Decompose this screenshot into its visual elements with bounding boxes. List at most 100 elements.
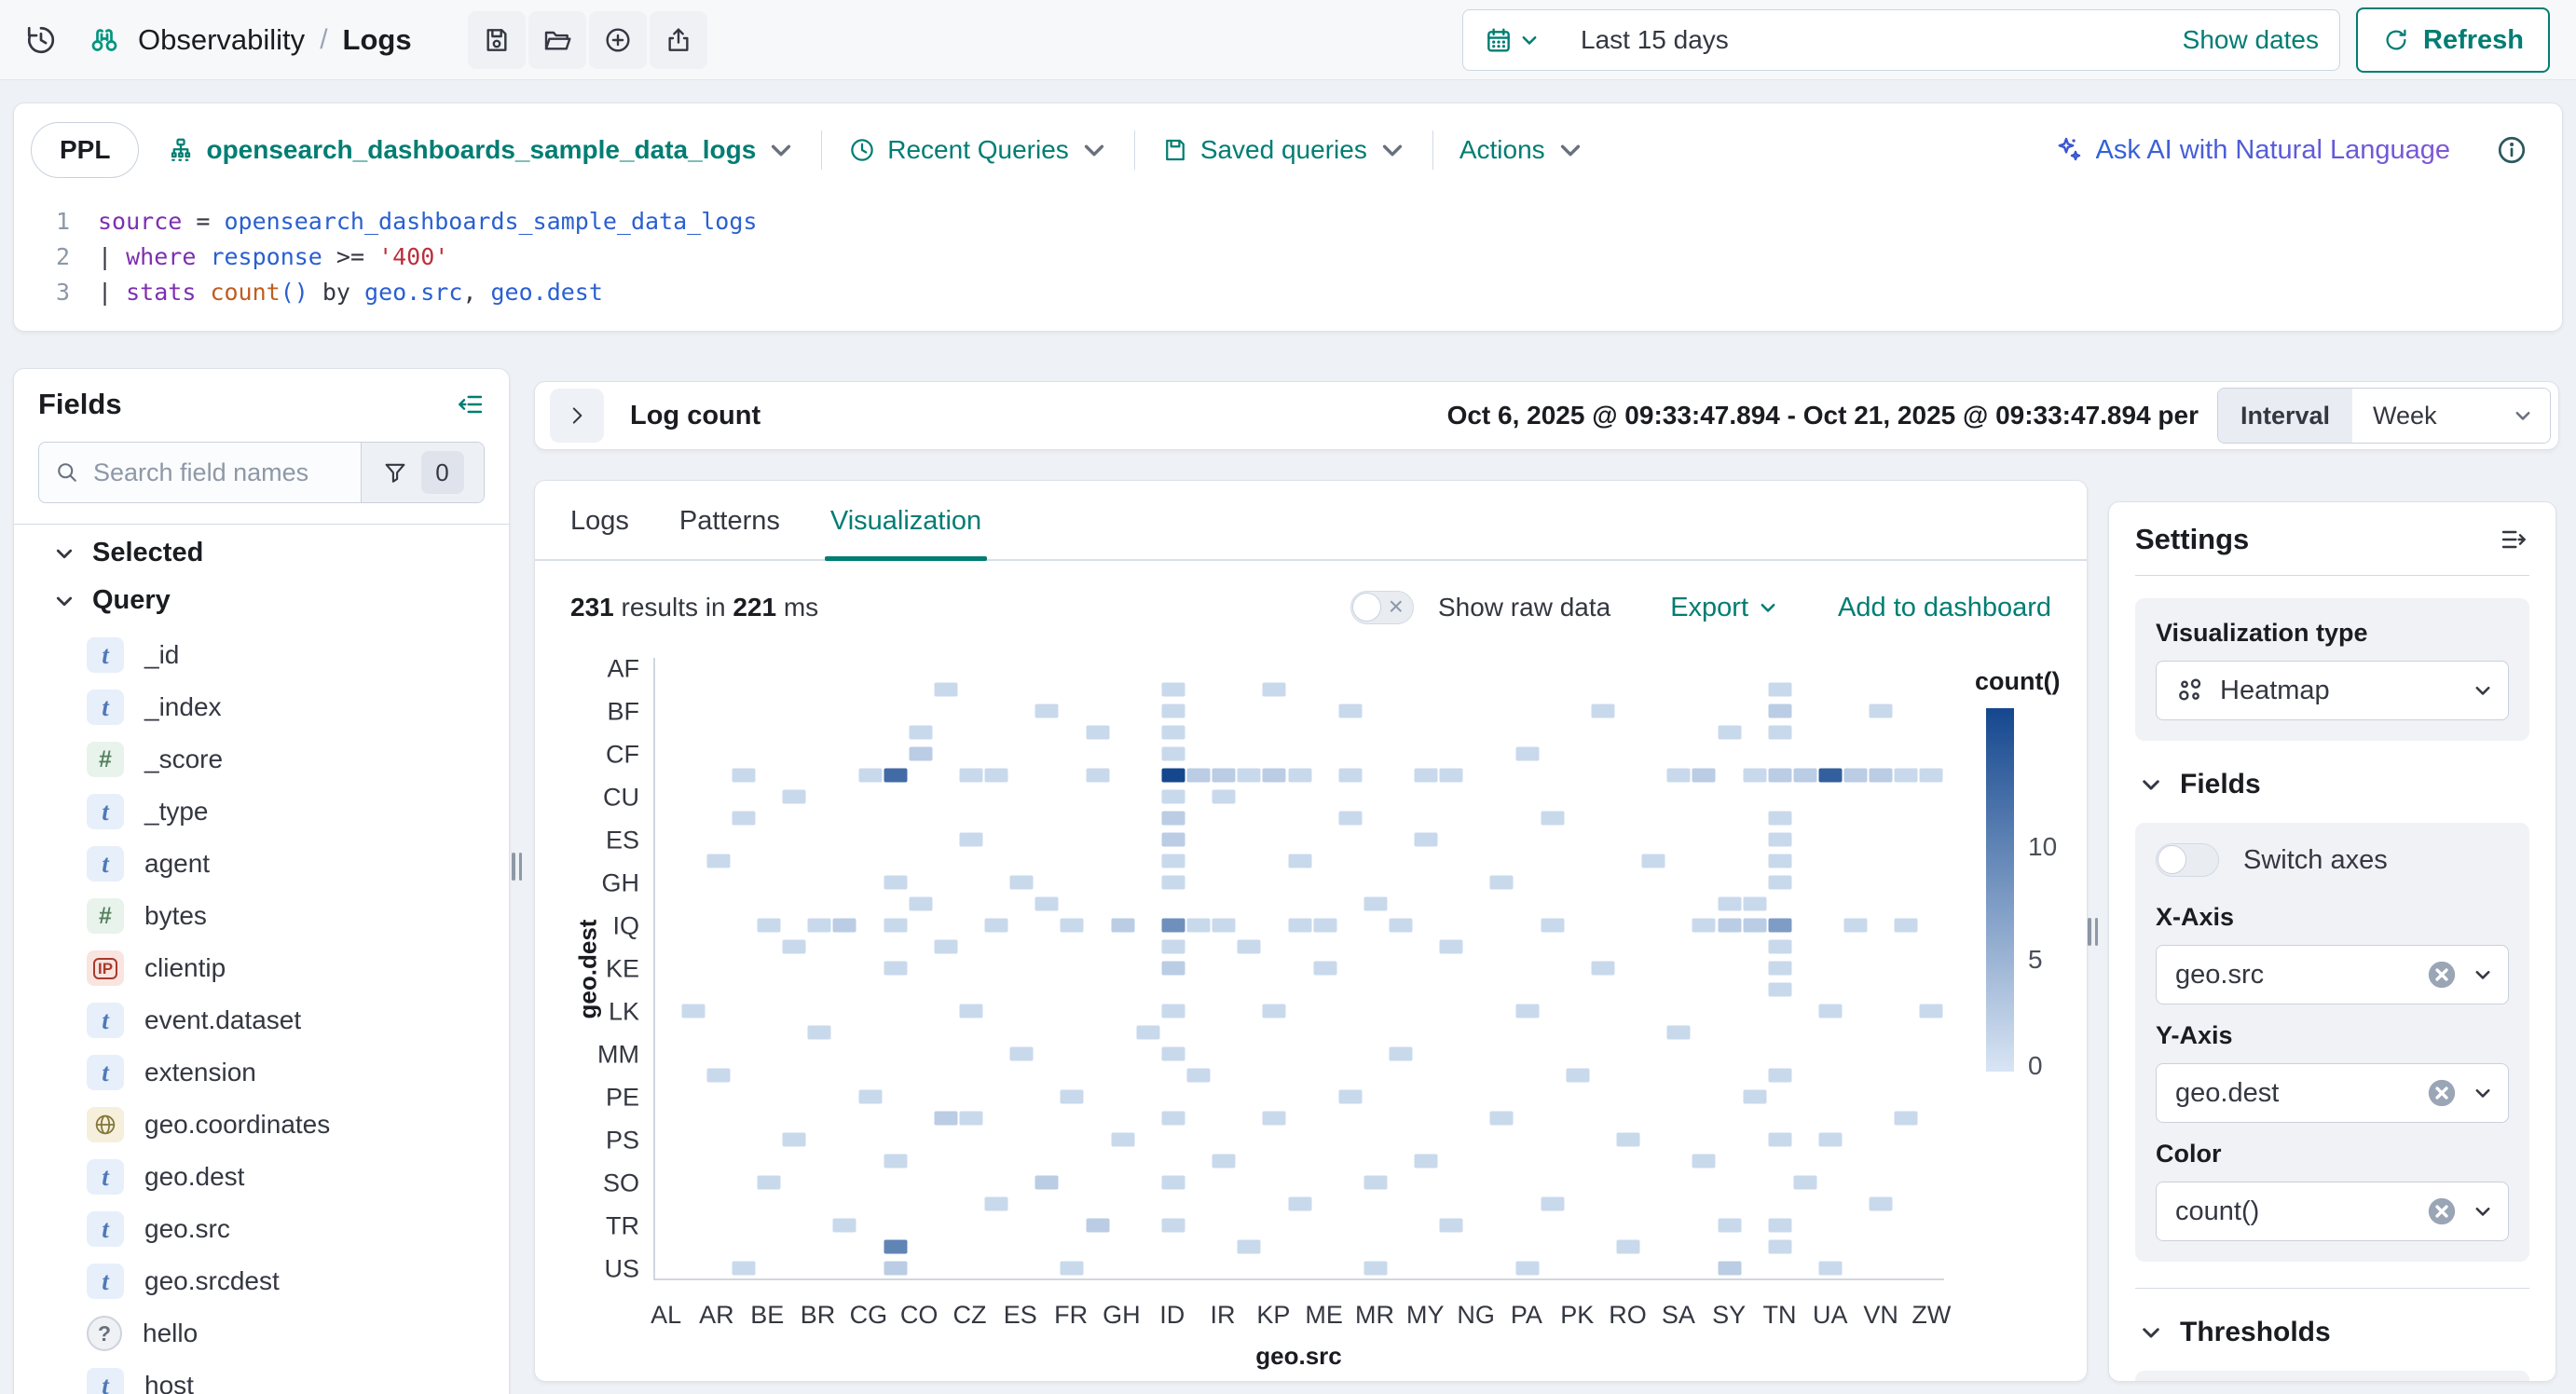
heatmap-cell[interactable]	[1111, 1132, 1135, 1147]
heatmap-cell[interactable]	[732, 1261, 756, 1276]
heatmap-cell[interactable]	[1489, 1111, 1514, 1126]
heatmap-cell[interactable]	[832, 918, 856, 933]
heatmap-cell[interactable]	[1768, 982, 1792, 997]
heatmap-cell[interactable]	[1161, 918, 1185, 933]
query-language-button[interactable]: PPL	[31, 122, 140, 178]
heatmap-cell[interactable]	[1161, 1046, 1185, 1061]
heatmap-cell[interactable]	[1060, 918, 1084, 933]
heatmap-cell[interactable]	[1768, 811, 1792, 826]
heatmap-cell[interactable]	[1768, 961, 1792, 976]
heatmap-cell[interactable]	[1262, 768, 1286, 783]
heatmap-cell[interactable]	[1768, 854, 1792, 868]
data-source-selector[interactable]: opensearch_dashboards_sample_data_logs	[167, 135, 795, 165]
heatmap-cell[interactable]	[858, 1089, 882, 1104]
heatmap-cell[interactable]	[1666, 768, 1691, 783]
heatmap-cell[interactable]	[1237, 768, 1261, 783]
heatmap-cell[interactable]	[706, 1068, 731, 1083]
heatmap-cell[interactable]	[1161, 789, 1185, 804]
interval-select[interactable]: Week	[2352, 389, 2550, 443]
heatmap-cell[interactable]	[1566, 1068, 1590, 1083]
heatmap-cell[interactable]	[1768, 1068, 1792, 1083]
heatmap-cell[interactable]	[1060, 1089, 1084, 1104]
heatmap-cell[interactable]	[984, 918, 1008, 933]
heatmap-cell[interactable]	[1768, 725, 1792, 740]
heatmap-cell[interactable]	[1919, 1004, 1943, 1018]
heatmap-cell[interactable]	[1591, 704, 1615, 718]
heatmap-cell[interactable]	[1186, 918, 1211, 933]
heatmap-cell[interactable]	[1768, 768, 1792, 783]
tab-logs[interactable]: Logs	[570, 506, 629, 536]
y-axis-select[interactable]: geo.dest	[2156, 1063, 2509, 1123]
heatmap-cell[interactable]	[909, 725, 933, 740]
heatmap-cell[interactable]	[1743, 896, 1767, 911]
heatmap-cell[interactable]	[1186, 1068, 1211, 1083]
heatmap-cell[interactable]	[1743, 1089, 1767, 1104]
open-button[interactable]	[528, 10, 586, 69]
heatmap-cell[interactable]	[1641, 854, 1665, 868]
field-item-_type[interactable]: t _type	[14, 786, 509, 838]
heatmap-cell[interactable]	[1363, 1261, 1388, 1276]
heatmap-cell[interactable]	[1262, 1004, 1286, 1018]
code-line[interactable]: 2 | where response >= '400'	[34, 239, 2540, 275]
heatmap-cell[interactable]	[1919, 768, 1943, 783]
heatmap-cell[interactable]	[1288, 768, 1311, 783]
heatmap-cell[interactable]	[1161, 725, 1185, 740]
heatmap-cell[interactable]	[1212, 768, 1236, 783]
heatmap-cell[interactable]	[1616, 1132, 1640, 1147]
heatmap-cell[interactable]	[1692, 1154, 1716, 1168]
heatmap-cell[interactable]	[1768, 939, 1792, 954]
heatmap-cell[interactable]	[832, 1218, 856, 1233]
heatmap-cell[interactable]	[959, 832, 983, 847]
heatmap-cell[interactable]	[1161, 1175, 1185, 1190]
field-item-geo.coordinates[interactable]: geo.coordinates	[14, 1099, 509, 1151]
heatmap-cell[interactable]	[1869, 768, 1893, 783]
show-raw-data-toggle[interactable]: ×	[1350, 591, 1414, 624]
heatmap-cell[interactable]	[732, 768, 756, 783]
heatmap-cell[interactable]	[782, 939, 806, 954]
clear-field-icon[interactable]	[2426, 1196, 2458, 1227]
heatmap-cell[interactable]	[1086, 1218, 1110, 1233]
heatmap-cell[interactable]	[858, 768, 882, 783]
field-item-_index[interactable]: t _index	[14, 681, 509, 733]
tab-visualization[interactable]: Visualization	[824, 506, 988, 561]
heatmap-cell[interactable]	[1212, 789, 1236, 804]
panel-resize-handle[interactable]	[512, 853, 522, 881]
field-search-input[interactable]	[93, 458, 346, 487]
field-group-selected[interactable]: Selected	[14, 525, 509, 572]
heatmap-cell[interactable]	[1515, 746, 1540, 761]
heatmap-cell[interactable]	[884, 768, 908, 783]
heatmap-cell[interactable]	[1161, 832, 1185, 847]
heatmap-cell[interactable]	[1161, 746, 1185, 761]
heatmap-cell[interactable]	[1616, 1239, 1640, 1254]
field-item-_score[interactable]: # _score	[14, 733, 509, 786]
heatmap-cell[interactable]	[1086, 768, 1110, 783]
heatmap-cell[interactable]	[1161, 1004, 1185, 1018]
thresholds-section-header[interactable]: Thresholds	[2139, 1317, 2555, 1348]
clear-field-icon[interactable]	[2426, 959, 2458, 991]
heatmap-cell[interactable]	[1035, 704, 1059, 718]
heatmap-cell[interactable]	[1489, 875, 1514, 890]
heatmap-cell[interactable]	[1818, 768, 1843, 783]
calendar-icon[interactable]	[1484, 25, 1514, 55]
heatmap-cell[interactable]	[1843, 918, 1868, 933]
heatmap-cell[interactable]	[1515, 1261, 1540, 1276]
field-item-bytes[interactable]: # bytes	[14, 890, 509, 942]
heatmap-cell[interactable]	[1818, 1132, 1843, 1147]
heatmap-cell[interactable]	[1743, 918, 1767, 933]
field-item-clientip[interactable]: IP clientip	[14, 942, 509, 994]
heatmap-cell[interactable]	[1414, 832, 1438, 847]
heatmap-cell[interactable]	[1591, 961, 1615, 976]
field-item-extension[interactable]: t extension	[14, 1046, 509, 1099]
field-item-host[interactable]: t host	[14, 1360, 509, 1394]
panel-resize-handle[interactable]	[2088, 918, 2098, 946]
heatmap-cell[interactable]	[1363, 896, 1388, 911]
heatmap-cell[interactable]	[1894, 768, 1918, 783]
heatmap-cell[interactable]	[884, 918, 908, 933]
heatmap-cell[interactable]	[1237, 1239, 1261, 1254]
heatmap-cell[interactable]	[757, 918, 781, 933]
heatmap-cell[interactable]	[1718, 1218, 1741, 1233]
field-item-agent[interactable]: t agent	[14, 838, 509, 890]
heatmap-cell[interactable]	[934, 682, 958, 697]
heatmap-cell[interactable]	[909, 746, 933, 761]
heatmap-cell[interactable]	[1439, 1218, 1463, 1233]
